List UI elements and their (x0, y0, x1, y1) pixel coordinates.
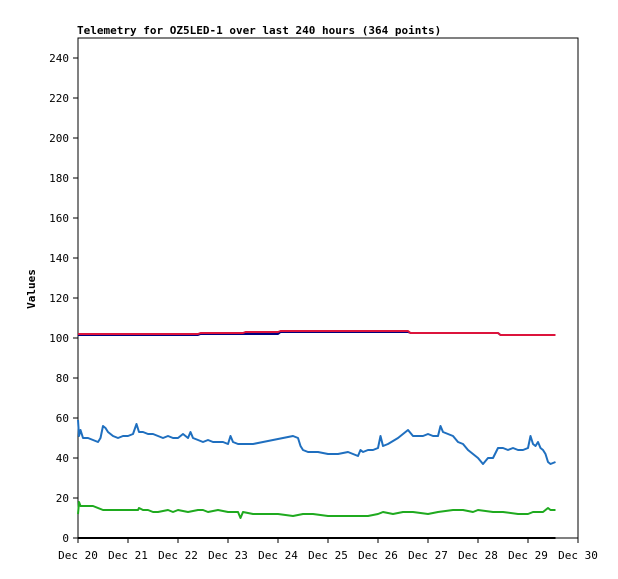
y-tick-label: 140 (49, 252, 69, 265)
x-tick-label: Dec 28 (458, 549, 498, 562)
plot-frame (77, 37, 579, 539)
y-tick-label: 80 (56, 372, 69, 385)
x-tick-label: Dec 22 (158, 549, 198, 562)
y-tick-label: 160 (49, 212, 69, 225)
y-tick-label: 220 (49, 92, 69, 105)
x-tick-label: Dec 24 (258, 549, 298, 562)
x-tick-label: Dec 26 (358, 549, 398, 562)
y-tick-label: 240 (49, 52, 69, 65)
series-line-2 (77, 419, 556, 465)
series-line-3 (77, 501, 556, 519)
y-axis: 0 20 40 60 80 100 120 140 160 180 200 220 240 (49, 52, 78, 545)
x-tick-label: Dec 20 (58, 549, 98, 562)
x-tick-label: Dec 30 (558, 549, 598, 562)
y-tick-label: 180 (49, 172, 69, 185)
chart-title: Telemetry for OZ5LED-1 over last 240 hou… (77, 24, 442, 37)
y-tick-label: 100 (49, 332, 69, 345)
y-axis-label: Values (25, 269, 38, 309)
y-tick-label: 40 (56, 452, 69, 465)
x-tick-label: Dec 21 (108, 549, 148, 562)
x-axis: Dec 20 Dec 21 Dec 22 Dec 23 Dec 24 Dec 25 Dec … (58, 538, 598, 562)
y-tick-label: 200 (49, 132, 69, 145)
series-layer (77, 330, 556, 539)
y-tick-label: 120 (49, 292, 69, 305)
series-line-1 (78, 330, 556, 336)
x-tick-label: Dec 29 (508, 549, 548, 562)
y-tick-label: 60 (56, 412, 69, 425)
x-tick-label: Dec 23 (208, 549, 248, 562)
x-tick-label: Dec 25 (308, 549, 348, 562)
y-tick-label: 0 (62, 532, 69, 545)
x-tick-label: Dec 27 (408, 549, 448, 562)
y-tick-label: 20 (56, 492, 69, 505)
